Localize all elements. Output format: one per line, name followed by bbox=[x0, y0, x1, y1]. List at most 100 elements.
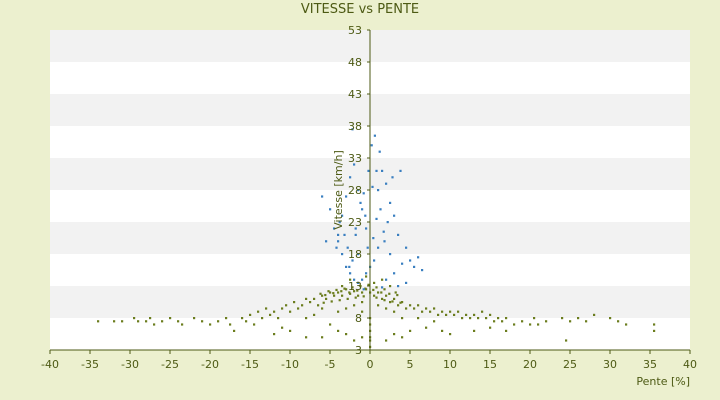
data-point-olive bbox=[593, 313, 596, 316]
data-point-olive bbox=[325, 297, 328, 300]
data-point-olive bbox=[265, 307, 268, 310]
data-point-blue bbox=[377, 189, 380, 192]
data-point-olive bbox=[361, 310, 364, 313]
data-point-olive bbox=[377, 291, 380, 294]
data-point-olive bbox=[362, 295, 365, 298]
data-point-blue bbox=[405, 246, 408, 249]
data-point-blue bbox=[361, 278, 364, 281]
data-point-blue bbox=[375, 217, 378, 220]
data-point-blue bbox=[417, 256, 420, 259]
data-point-olive bbox=[281, 326, 284, 329]
data-point-blue bbox=[381, 169, 384, 172]
data-point-olive bbox=[321, 307, 324, 310]
data-point-blue bbox=[399, 169, 402, 172]
data-point-blue bbox=[333, 227, 336, 230]
data-point-blue bbox=[389, 253, 392, 256]
data-point-olive bbox=[225, 317, 228, 320]
data-point-blue bbox=[335, 246, 338, 249]
data-point-olive bbox=[469, 317, 472, 320]
data-point-olive bbox=[348, 291, 351, 294]
y-tick-label: 18 bbox=[348, 248, 362, 261]
data-point-olive bbox=[343, 287, 346, 290]
data-point-olive bbox=[345, 307, 348, 310]
data-point-blue bbox=[338, 221, 341, 224]
data-point-olive bbox=[327, 290, 330, 293]
data-point-olive bbox=[385, 294, 388, 297]
data-point-blue bbox=[361, 208, 364, 211]
data-point-olive bbox=[445, 313, 448, 316]
y-tick-label: 53 bbox=[348, 24, 362, 37]
data-point-blue bbox=[357, 189, 360, 192]
data-point-olive bbox=[401, 336, 404, 339]
data-point-olive bbox=[329, 323, 332, 326]
data-point-olive bbox=[356, 289, 359, 292]
data-point-olive bbox=[489, 326, 492, 329]
data-point-olive bbox=[305, 336, 308, 339]
data-point-olive bbox=[149, 317, 152, 320]
data-point-olive bbox=[261, 317, 264, 320]
data-point-olive bbox=[396, 293, 399, 297]
data-point-blue bbox=[364, 214, 367, 217]
data-point-olive bbox=[293, 301, 296, 304]
data-point-blue bbox=[386, 221, 389, 224]
data-point-blue bbox=[373, 134, 376, 137]
data-point-blue bbox=[353, 163, 356, 166]
data-point-olive bbox=[309, 301, 312, 304]
data-point-olive bbox=[381, 297, 384, 300]
data-point-blue bbox=[346, 246, 349, 249]
data-point-olive bbox=[461, 317, 464, 320]
data-point-olive bbox=[337, 291, 340, 294]
x-tick-label: -40 bbox=[41, 358, 59, 371]
data-point-olive bbox=[281, 307, 284, 310]
data-point-olive bbox=[345, 333, 348, 336]
data-point-blue bbox=[409, 259, 412, 262]
data-point-olive bbox=[533, 317, 536, 320]
data-point-olive bbox=[153, 323, 156, 326]
data-point-olive bbox=[301, 304, 304, 307]
data-point-olive bbox=[409, 304, 412, 307]
data-point-blue bbox=[393, 214, 396, 217]
data-point-olive bbox=[193, 317, 196, 320]
data-point-olive bbox=[393, 333, 396, 336]
data-point-olive bbox=[513, 323, 516, 326]
x-tick-label: -10 bbox=[281, 358, 299, 371]
data-point-olive bbox=[441, 329, 444, 332]
data-point-olive bbox=[561, 317, 564, 320]
data-point-olive bbox=[321, 336, 324, 339]
data-point-olive bbox=[433, 307, 436, 310]
data-point-blue bbox=[413, 265, 416, 268]
y-tick-label: 8 bbox=[355, 312, 362, 325]
x-tick-label: 35 bbox=[643, 358, 657, 371]
data-point-olive bbox=[383, 288, 386, 291]
data-point-blue bbox=[354, 233, 357, 236]
y-tick-label: 28 bbox=[348, 184, 362, 197]
data-point-olive bbox=[529, 323, 532, 326]
data-point-olive bbox=[322, 301, 325, 304]
data-point-olive bbox=[364, 287, 367, 290]
data-point-olive bbox=[425, 307, 428, 310]
data-point-blue bbox=[421, 269, 424, 272]
data-point-olive bbox=[389, 285, 392, 288]
data-point-blue bbox=[365, 227, 368, 230]
data-point-olive bbox=[373, 281, 376, 284]
data-point-olive bbox=[453, 313, 456, 316]
data-point-blue bbox=[348, 265, 351, 268]
data-point-olive bbox=[449, 310, 452, 313]
data-point-olive bbox=[245, 320, 248, 323]
data-point-blue bbox=[367, 169, 370, 172]
data-point-olive bbox=[473, 313, 476, 316]
data-point-olive bbox=[417, 317, 420, 320]
data-point-olive bbox=[465, 313, 468, 316]
data-point-olive bbox=[229, 323, 232, 326]
data-point-blue bbox=[337, 240, 340, 243]
data-point-blue bbox=[351, 128, 354, 131]
data-point-olive bbox=[361, 336, 364, 339]
data-point-olive bbox=[489, 313, 492, 316]
data-point-olive bbox=[653, 329, 656, 332]
data-point-blue bbox=[345, 195, 348, 198]
y-tick-label: 48 bbox=[348, 56, 362, 69]
data-point-olive bbox=[353, 290, 356, 293]
data-point-olive bbox=[393, 297, 396, 300]
